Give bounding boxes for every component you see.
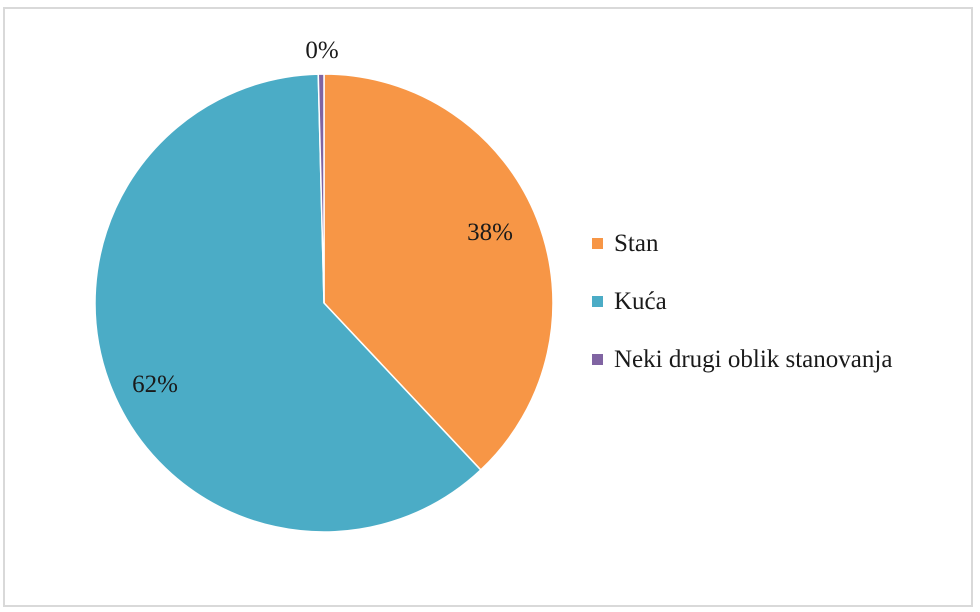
legend-label-stan: Stan [614,230,659,257]
pie-slice-other [317,73,325,304]
pie-data-labels: 38% 62% 0% [132,37,513,398]
legend-swatch-kuca [592,296,603,307]
legend-swatch-other [592,354,603,365]
legend-label-kuca: Kuća [614,288,667,315]
data-label-other: 0% [305,37,338,64]
pie-slice-kuca [94,73,482,533]
legend-label-other: Neki drugi oblik stanovanja [614,346,893,373]
pie-slice-stan [323,73,554,471]
pie-slices [94,73,554,533]
data-label-stan: 38% [467,219,513,246]
data-label-kuca: 62% [132,371,178,398]
legend-swatch-stan [592,238,603,249]
